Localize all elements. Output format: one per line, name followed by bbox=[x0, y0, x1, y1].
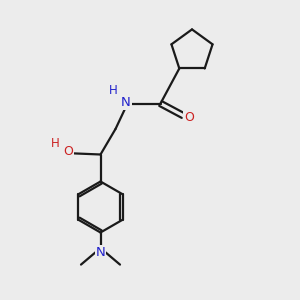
Text: O: O bbox=[63, 145, 73, 158]
Text: O: O bbox=[184, 111, 194, 124]
Text: N: N bbox=[121, 95, 131, 109]
Text: H: H bbox=[50, 137, 59, 150]
Text: N: N bbox=[96, 246, 105, 259]
Text: H: H bbox=[109, 83, 118, 97]
